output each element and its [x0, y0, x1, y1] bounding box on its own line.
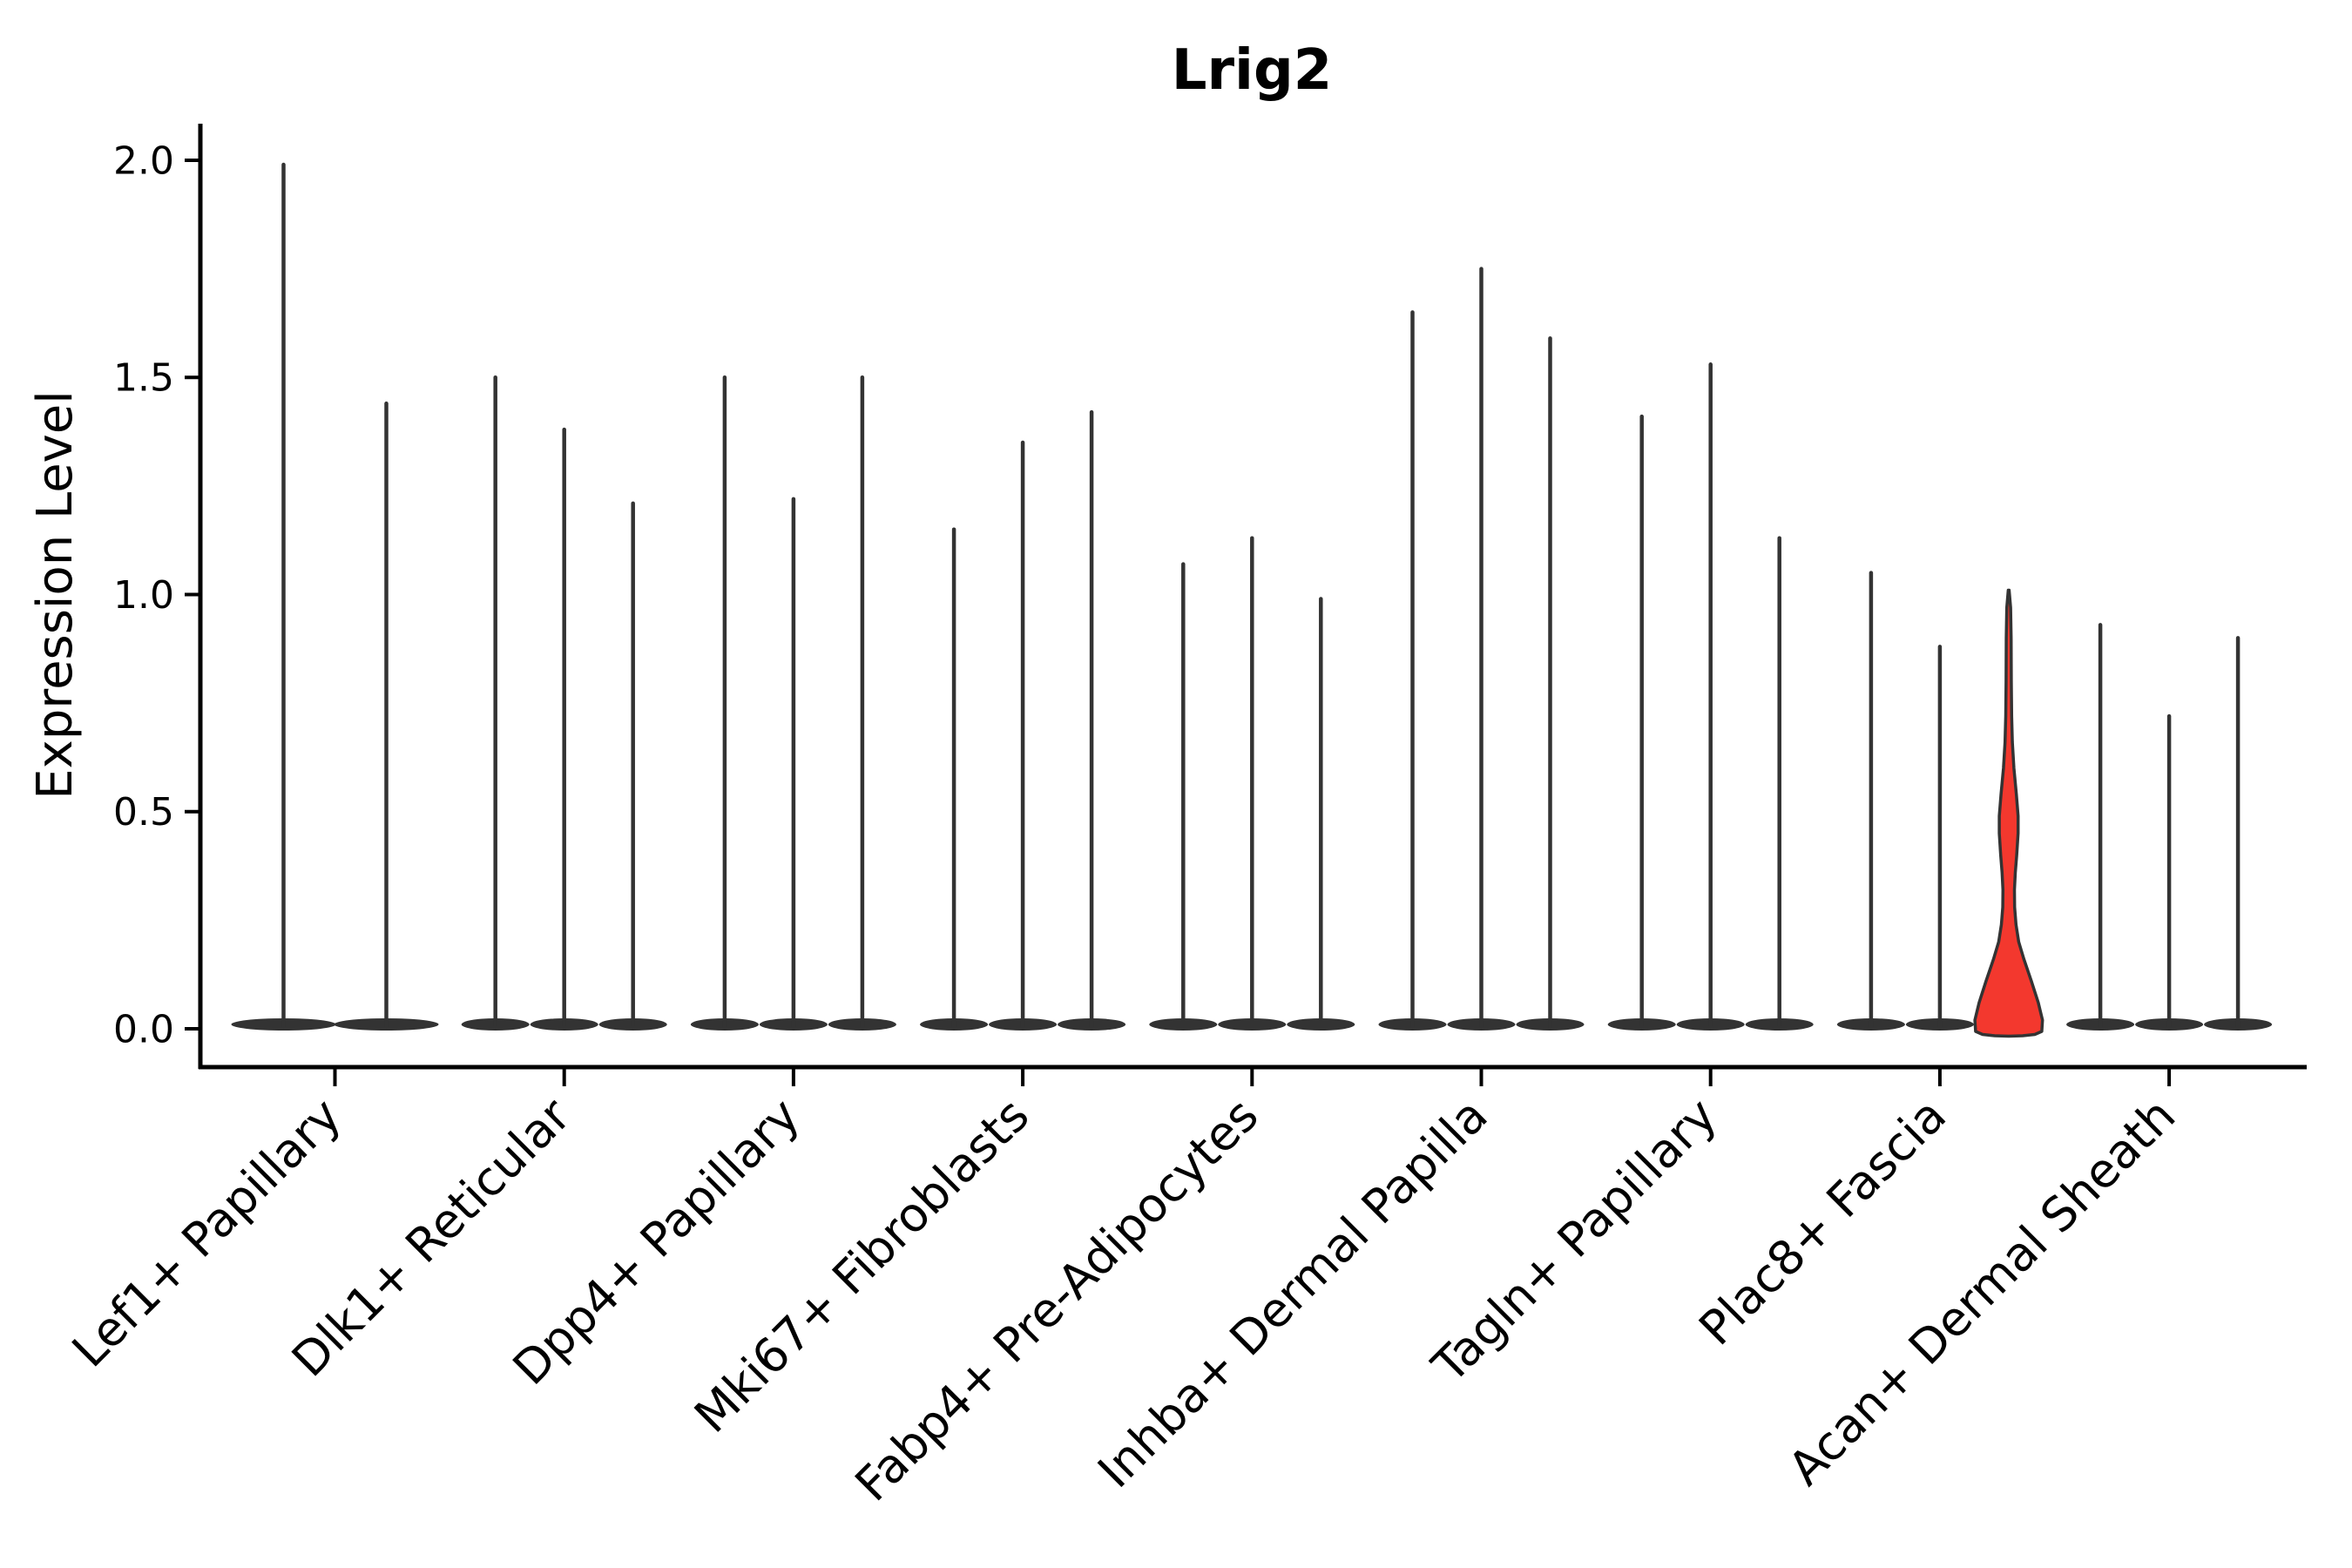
- highlighted-violin: [1973, 588, 2044, 1038]
- violin-group: [1149, 536, 1355, 1031]
- violin-group: [1378, 267, 1585, 1031]
- violin-group: [231, 162, 439, 1031]
- violins-layer: [231, 162, 2273, 1038]
- y-tick-label: 2.0: [113, 139, 174, 183]
- y-tick-label: 1.5: [113, 356, 174, 401]
- x-tick-label: Inhba+ Dermal Papilla: [1087, 1088, 1497, 1498]
- x-tick-label: Fabp4+ Pre-Adipocytes: [845, 1088, 1269, 1512]
- violin-group: [2066, 623, 2273, 1031]
- violin-group: [920, 409, 1126, 1031]
- violin-group: [690, 375, 896, 1031]
- violin-group: [1836, 571, 2044, 1038]
- y-tick-label: 0.0: [113, 1007, 174, 1051]
- y-axis-label: Expression Level: [27, 390, 84, 800]
- violin-group: [461, 375, 667, 1031]
- plot-title: Lrig2: [1172, 38, 1333, 103]
- x-tick-label: Plac8+ Fascia: [1688, 1088, 1957, 1356]
- x-tick-label: Acan+ Dermal Sheath: [1778, 1088, 2186, 1496]
- y-tick-label: 0.5: [113, 790, 174, 835]
- y-tick-label: 1.0: [113, 573, 174, 618]
- violin-group: [1607, 362, 1814, 1031]
